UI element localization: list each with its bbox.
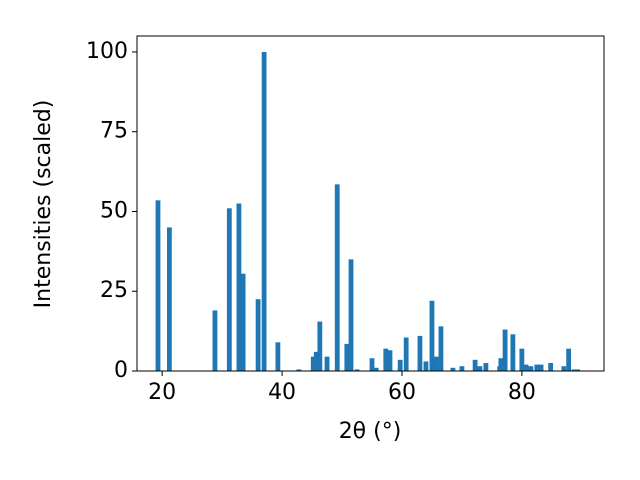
bar [296, 369, 302, 371]
bar [403, 337, 409, 371]
y-tick-label: 0 [114, 358, 128, 383]
bar [383, 348, 389, 371]
bar [450, 367, 456, 371]
y-tick-label: 50 [100, 198, 128, 223]
x-axis-label: 2θ (°) [339, 419, 402, 444]
bar [510, 334, 516, 371]
y-axis-label: Intensities (scaled) [31, 100, 56, 309]
bar [387, 350, 393, 371]
bar [397, 359, 403, 371]
bar [212, 310, 218, 371]
bar [548, 363, 554, 371]
bar [417, 335, 423, 371]
bar [344, 343, 350, 371]
bar [240, 273, 246, 371]
bar [477, 366, 483, 371]
bar [575, 369, 581, 371]
bar [538, 364, 544, 371]
bar [438, 326, 444, 371]
bar [566, 348, 572, 371]
bar [498, 358, 504, 371]
bar [313, 351, 319, 371]
bar [523, 364, 529, 371]
bar [561, 366, 567, 371]
bar [571, 369, 577, 371]
bar [310, 356, 316, 371]
bar [369, 358, 375, 371]
y-tick-label: 75 [100, 119, 128, 144]
bar [373, 367, 379, 371]
bar [261, 51, 267, 371]
plot-frame [136, 35, 605, 372]
bar [155, 200, 161, 371]
bar [324, 356, 330, 371]
bar [472, 359, 478, 371]
bar [255, 299, 261, 371]
bar [423, 361, 429, 371]
bar [226, 208, 232, 371]
y-tick-label: 25 [100, 278, 128, 303]
x-tick-label: 80 [508, 380, 536, 405]
bar [429, 300, 435, 371]
x-tick-label: 60 [388, 380, 416, 405]
bar [348, 259, 354, 371]
bar [317, 321, 323, 371]
x-tick-label: 20 [148, 380, 176, 405]
bar [354, 369, 360, 371]
bar [236, 203, 242, 371]
bar [502, 329, 508, 371]
y-tick-label: 100 [86, 39, 128, 64]
bar [519, 348, 525, 371]
bar [433, 356, 439, 371]
bar [534, 364, 540, 371]
x-tick-label: 40 [268, 380, 296, 405]
bar [275, 342, 281, 371]
bar [334, 184, 340, 371]
bar [483, 363, 489, 371]
bar [166, 227, 172, 371]
bar [459, 366, 465, 371]
bar [528, 366, 534, 371]
